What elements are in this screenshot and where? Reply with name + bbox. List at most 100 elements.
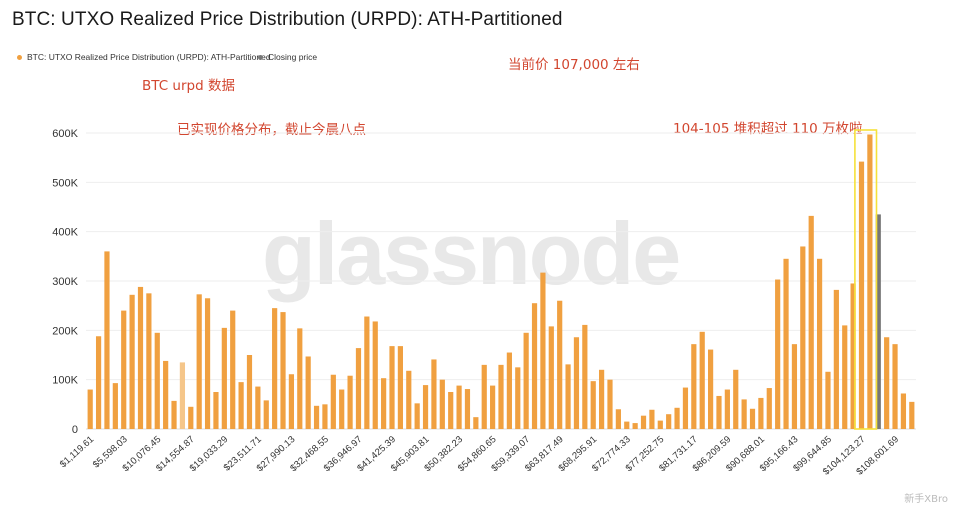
bar <box>322 404 328 429</box>
bar <box>548 326 554 429</box>
bar <box>372 321 378 429</box>
bar <box>95 336 102 429</box>
watermark-logo: glassnode <box>262 204 681 303</box>
bar <box>666 414 672 429</box>
bar <box>154 332 160 429</box>
closing-price-bar <box>875 214 881 429</box>
bar <box>825 371 831 429</box>
highlight-box <box>854 129 878 430</box>
bar <box>448 392 454 429</box>
bar <box>842 325 848 429</box>
bar <box>305 356 311 429</box>
bar <box>389 346 395 429</box>
y-tick-label: 0 <box>72 424 78 436</box>
bar <box>473 417 479 429</box>
bar <box>464 389 471 429</box>
bar <box>490 385 496 429</box>
bar <box>364 316 370 429</box>
bar <box>565 364 571 429</box>
bar <box>280 312 286 429</box>
bar <box>330 374 336 429</box>
bar <box>615 409 621 429</box>
y-tick-label: 100K <box>52 375 78 387</box>
bar <box>791 344 798 429</box>
bar <box>381 378 387 429</box>
bar <box>632 423 638 429</box>
bar <box>733 369 739 429</box>
bar <box>582 324 588 429</box>
annotation-distribution: 已实现价格分布，截止今晨八点 <box>177 122 366 138</box>
bar <box>775 279 781 429</box>
bar <box>867 134 873 430</box>
bar <box>800 246 806 429</box>
bar <box>171 400 177 429</box>
legend-dot-urpd <box>17 54 22 60</box>
legend-dot-closing <box>258 54 263 60</box>
bar <box>397 346 403 429</box>
bar <box>515 367 521 429</box>
legend-label-urpd: BTC: UTXO Realized Price Distribution (U… <box>27 52 271 62</box>
bar <box>523 332 529 429</box>
bar <box>297 328 303 429</box>
bar <box>758 397 764 429</box>
bar <box>104 251 110 429</box>
legend-item-urpd[interactable]: BTC: UTXO Realized Price Distribution (U… <box>17 52 271 62</box>
bar <box>498 364 504 429</box>
bar <box>557 300 563 429</box>
bar <box>347 375 353 429</box>
y-tick-label: 200K <box>52 325 78 337</box>
bar <box>204 298 211 429</box>
bar <box>657 420 663 429</box>
bar <box>607 379 613 429</box>
bar <box>674 407 680 429</box>
corner-watermark: 新手XBro <box>904 494 948 505</box>
bar <box>188 406 194 429</box>
bar <box>339 389 345 429</box>
bar <box>146 293 152 429</box>
bar <box>163 360 169 429</box>
bar <box>238 382 244 429</box>
bar <box>540 272 546 429</box>
bar <box>221 327 227 429</box>
bar <box>892 344 898 429</box>
y-tick-label: 500K <box>52 177 78 189</box>
bar <box>573 337 580 429</box>
annotation-urpd: BTC urpd 数据 <box>142 78 235 94</box>
y-tick-label: 600K <box>52 128 78 140</box>
bar <box>213 392 219 429</box>
bar <box>355 348 362 429</box>
bar <box>599 369 605 429</box>
bar <box>414 403 420 429</box>
bar <box>288 374 295 429</box>
bar <box>724 389 730 429</box>
bar <box>246 355 253 429</box>
bar <box>196 294 202 429</box>
bar <box>129 294 135 429</box>
bar <box>121 310 127 429</box>
legend-item-closing-price[interactable]: Closing price <box>258 52 317 62</box>
bar <box>699 331 705 429</box>
x-tick-label: $1,119.61 <box>58 434 96 470</box>
bar <box>137 286 144 429</box>
bar <box>87 389 93 429</box>
bar <box>590 381 596 429</box>
bar <box>255 386 261 429</box>
y-tick-label: 400K <box>52 227 78 239</box>
bar <box>691 344 697 429</box>
bar <box>406 370 412 429</box>
bar <box>682 387 689 429</box>
bar <box>900 393 907 429</box>
bar <box>716 395 722 429</box>
y-axis: 0 100K 200K 300K 400K 500K 600K <box>52 128 78 436</box>
bar <box>808 215 814 429</box>
bar <box>640 415 647 429</box>
bar <box>112 383 118 429</box>
chart-title: BTC: UTXO Realized Price Distribution (U… <box>12 9 563 30</box>
bar <box>179 362 186 429</box>
bar-series <box>87 134 915 430</box>
bar <box>649 409 655 429</box>
bar <box>531 303 538 429</box>
bar <box>816 258 823 429</box>
bar <box>741 399 747 429</box>
